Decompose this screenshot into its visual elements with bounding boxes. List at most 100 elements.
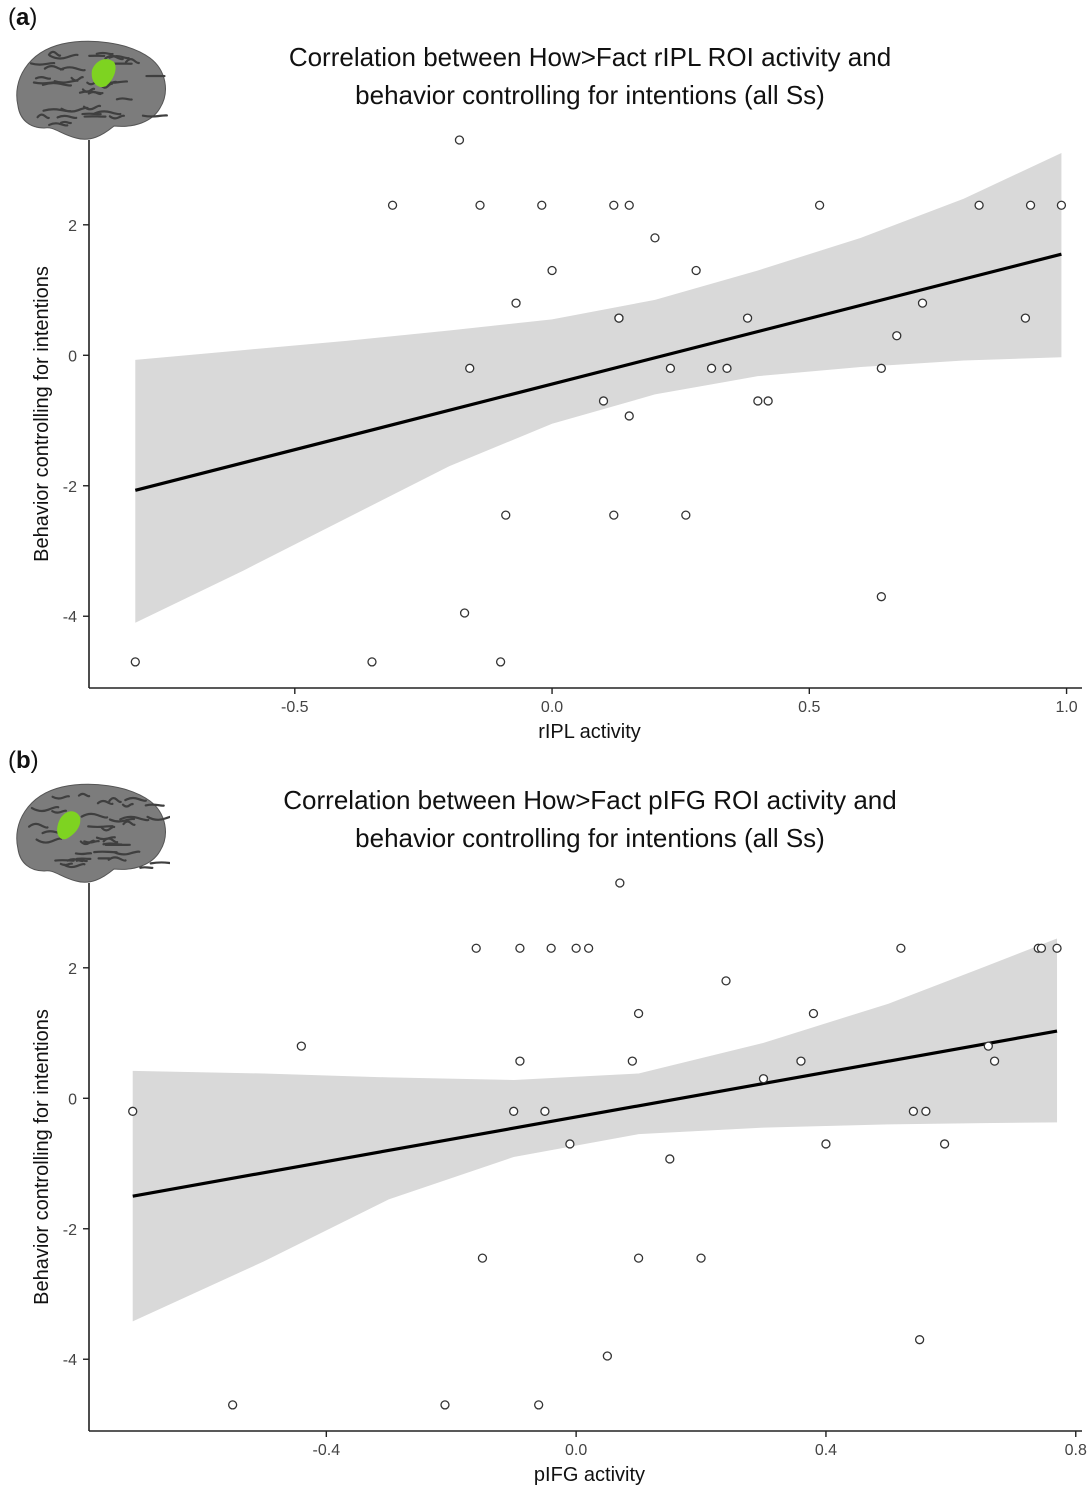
data-point xyxy=(565,1139,575,1149)
data-point xyxy=(471,943,481,953)
chart-title-line-2: behavior controlling for intentions (all… xyxy=(355,80,825,110)
brain-sulcus xyxy=(29,61,56,66)
brain-sulcus xyxy=(27,822,49,829)
data-point xyxy=(495,657,506,667)
brain-sulcus xyxy=(59,862,73,867)
brain-sulcus xyxy=(95,51,114,56)
data-point xyxy=(939,1139,950,1149)
brain-sulcus xyxy=(96,799,114,806)
data-point xyxy=(547,265,557,276)
brain-sulcus xyxy=(149,861,170,865)
brain-sulcus xyxy=(124,796,147,802)
brain-sulcus xyxy=(104,54,124,61)
brain-sulcus xyxy=(108,797,122,804)
data-point xyxy=(609,510,619,520)
data-point xyxy=(128,1106,138,1116)
y-tick-label: 0 xyxy=(68,348,77,365)
data-point xyxy=(892,331,902,341)
y-tick-label: 2 xyxy=(68,218,77,235)
y-tick-label: 0 xyxy=(68,1091,77,1108)
brain-inflated-cortex-icon xyxy=(16,783,170,883)
data-point xyxy=(440,1400,450,1410)
data-point xyxy=(475,200,485,210)
data-point xyxy=(763,396,773,406)
data-point xyxy=(465,363,475,373)
brain-sulcus xyxy=(141,114,168,118)
regression-line xyxy=(134,252,1062,492)
data-point xyxy=(387,200,398,210)
brain-sulcus xyxy=(51,795,71,800)
data-point xyxy=(758,1074,769,1084)
data-point xyxy=(627,1056,637,1066)
brain-sulcus xyxy=(82,104,102,111)
x-tick-label: 0.0 xyxy=(565,1442,587,1459)
data-point xyxy=(624,411,634,421)
x-axis-title: rIPL activity xyxy=(538,721,641,743)
data-point xyxy=(1020,313,1031,323)
data-point xyxy=(633,1008,644,1019)
brain-sulcus xyxy=(79,839,96,846)
brain-sulcus xyxy=(59,120,72,125)
data-point xyxy=(681,510,691,520)
data-point xyxy=(665,1154,675,1164)
data-point xyxy=(227,1400,238,1410)
data-point xyxy=(722,363,732,373)
brain-sulcus xyxy=(139,866,154,869)
data-point xyxy=(571,943,581,953)
brain-sulcus xyxy=(75,858,88,863)
data-point xyxy=(983,1041,993,1051)
scatter-plot-b: -0.4 0.0 0.4 0.8 -4 -2 0 2 pIFG activity Behavior… xyxy=(31,878,1087,1486)
data-point xyxy=(808,1008,819,1019)
brain-sulcus xyxy=(74,852,93,856)
data-point xyxy=(876,592,886,602)
brain-sulcus xyxy=(124,58,140,65)
data-point xyxy=(650,233,660,243)
y-tick-label: -2 xyxy=(63,1222,77,1239)
brain-sulcus xyxy=(48,53,79,60)
data-point xyxy=(796,1056,806,1066)
brain-sulcus xyxy=(87,825,114,829)
x-tick-label: 0.0 xyxy=(541,699,563,716)
data-point xyxy=(515,1056,525,1066)
brain-sulcus xyxy=(53,79,79,84)
data-point xyxy=(821,1139,831,1149)
y-tick-label: -2 xyxy=(63,479,77,496)
x-tick-label: 0.5 xyxy=(798,699,820,716)
brain-sulcus xyxy=(108,114,125,120)
brain-sulcus xyxy=(144,803,165,807)
brain-sulcus xyxy=(47,50,62,57)
data-point xyxy=(540,1106,550,1116)
data-point xyxy=(691,265,701,276)
data-point xyxy=(130,657,140,667)
brain-sulcus xyxy=(80,812,109,819)
data-point xyxy=(696,1253,706,1263)
y-axis-title: Behavior controlling for intentions xyxy=(31,1009,53,1305)
confidence-band xyxy=(132,938,1058,1322)
data-point xyxy=(665,363,676,373)
brain-sulcus xyxy=(51,809,68,814)
panel-b: (b) Correlation between How>Fact pIFG RO… xyxy=(0,743,1092,1486)
data-point xyxy=(609,200,619,210)
data-point xyxy=(876,363,886,373)
y-tick-label: -4 xyxy=(63,1352,77,1369)
data-point xyxy=(1036,943,1047,953)
brain-sulcus xyxy=(59,66,86,72)
data-point xyxy=(598,396,609,406)
scatter-plot-a: -0.5 0.0 0.5 1.0 -4 -2 0 2 rIPL activity Behavior… xyxy=(31,135,1082,743)
data-point xyxy=(917,298,928,308)
x-tick-label: 1.0 xyxy=(1055,699,1077,716)
data-point xyxy=(602,1351,613,1361)
brain-sulcus xyxy=(115,97,133,101)
brain-sulcus xyxy=(35,837,63,844)
data-point xyxy=(896,943,906,953)
brain-sulcus xyxy=(122,820,136,826)
data-point xyxy=(921,1106,931,1116)
chart-title-line-1: Correlation between How>Fact rIPL ROI ac… xyxy=(288,42,892,72)
brain-sulcus xyxy=(113,850,141,856)
data-point xyxy=(501,510,511,520)
data-point xyxy=(614,313,624,323)
brain-sulcus xyxy=(83,840,100,844)
data-point xyxy=(511,298,521,308)
x-tick-label: -0.4 xyxy=(313,1442,341,1459)
y-tick-label: -4 xyxy=(63,609,77,626)
